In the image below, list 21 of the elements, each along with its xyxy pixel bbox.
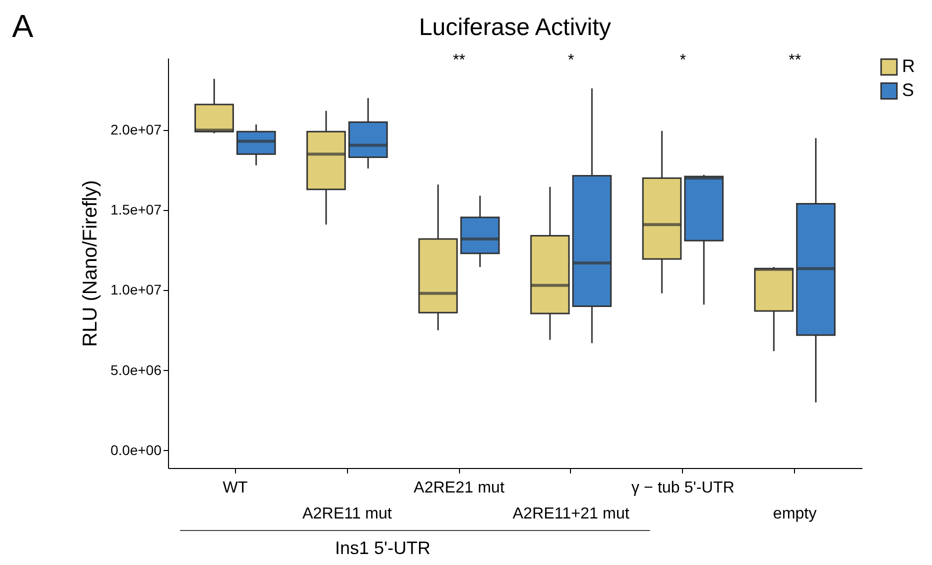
annotation: * <box>568 52 574 69</box>
x-tick-label: A2RE11+21 mut <box>512 506 630 522</box>
x-tick-label: γ − tub 5'-UTR <box>631 480 734 496</box>
x-tick-label: empty <box>773 506 817 522</box>
annotation: * <box>680 52 686 69</box>
x-tick-label: A2RE21 mut <box>414 480 505 496</box>
y-tick-label: 2.0e+07 <box>110 122 162 138</box>
x-tick-label: A2RE11 mut <box>302 506 392 522</box>
text: A <box>12 8 34 45</box>
legend-label: R <box>902 56 915 76</box>
y-tick-label: 1.5e+07 <box>110 202 162 218</box>
annotation: ** <box>788 52 802 69</box>
y-tick-label: 0.0e+00 <box>110 442 162 458</box>
y-axis-title: RLU (Nano/Firefly) <box>80 180 102 347</box>
y-tick-label: 1.0e+07 <box>110 282 162 298</box>
legend-label: S <box>902 80 914 100</box>
y-tick-label: 5.0e+06 <box>110 362 162 378</box>
text: Ins1 5'-UTR <box>335 538 430 559</box>
x-tick-label: WT <box>222 480 248 496</box>
annotation: ** <box>452 52 466 69</box>
chart-title: Luciferase Activity <box>418 14 612 41</box>
